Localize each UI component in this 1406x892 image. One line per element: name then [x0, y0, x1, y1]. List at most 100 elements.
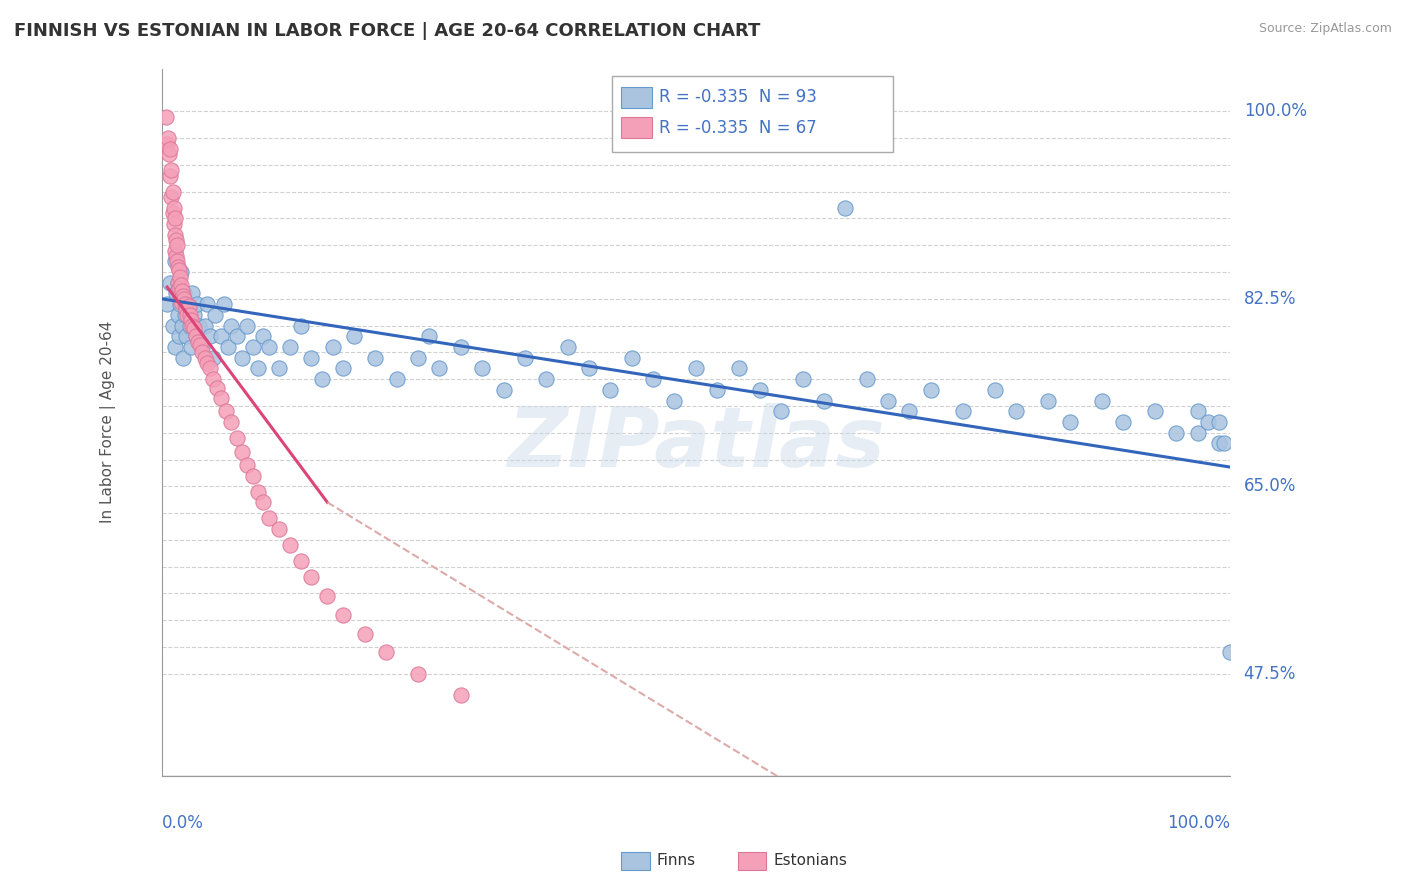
- Point: [685, 361, 707, 376]
- Point: [163, 254, 186, 268]
- Point: [641, 372, 664, 386]
- Point: [1187, 425, 1209, 440]
- Point: [299, 351, 322, 365]
- Point: [198, 361, 221, 376]
- Point: [169, 297, 191, 311]
- Point: [706, 383, 728, 397]
- Point: [299, 570, 322, 584]
- Point: [429, 361, 451, 376]
- Point: [184, 329, 207, 343]
- Point: [1197, 415, 1219, 429]
- Point: [269, 361, 291, 376]
- Point: [406, 666, 429, 681]
- Point: [217, 340, 239, 354]
- Point: [183, 308, 205, 322]
- Point: [155, 110, 177, 124]
- Point: [316, 589, 339, 603]
- Point: [278, 538, 301, 552]
- Point: [207, 381, 229, 395]
- Point: [1208, 415, 1230, 429]
- Point: [172, 288, 194, 302]
- Text: Estonians: Estonians: [773, 854, 848, 868]
- Point: [209, 329, 232, 343]
- Point: [176, 329, 198, 343]
- Point: [167, 276, 190, 290]
- Point: [231, 351, 253, 365]
- Point: [418, 329, 440, 343]
- Text: ZIPatlas: ZIPatlas: [506, 402, 884, 483]
- Point: [278, 340, 301, 354]
- Point: [172, 351, 194, 365]
- Point: [193, 318, 215, 333]
- Text: R = -0.335  N = 93: R = -0.335 N = 93: [659, 88, 817, 106]
- Point: [160, 190, 183, 204]
- Point: [193, 351, 215, 365]
- Point: [353, 627, 375, 641]
- Point: [242, 340, 264, 354]
- Point: [165, 233, 187, 247]
- Point: [195, 356, 218, 370]
- Point: [163, 244, 186, 258]
- Point: [167, 329, 190, 343]
- Point: [159, 169, 181, 183]
- Point: [290, 318, 312, 333]
- Point: [162, 201, 184, 215]
- Point: [1213, 436, 1236, 450]
- Point: [332, 607, 354, 622]
- Point: [172, 285, 194, 299]
- Point: [165, 249, 187, 263]
- Point: [1005, 404, 1028, 418]
- Text: 100.0%: 100.0%: [1244, 103, 1306, 120]
- Text: 100.0%: 100.0%: [1167, 814, 1230, 832]
- Point: [156, 297, 179, 311]
- Point: [269, 522, 291, 536]
- Point: [183, 320, 205, 334]
- Point: [198, 329, 221, 343]
- Point: [792, 372, 814, 386]
- Point: [450, 340, 472, 354]
- Point: [177, 297, 200, 311]
- Point: [184, 329, 207, 343]
- Point: [167, 281, 190, 295]
- Point: [174, 308, 197, 322]
- Point: [1166, 425, 1188, 440]
- Point: [162, 206, 184, 220]
- Point: [748, 383, 770, 397]
- Point: [664, 393, 686, 408]
- Point: [167, 260, 190, 274]
- Point: [252, 329, 274, 343]
- Point: [322, 340, 344, 354]
- Point: [180, 286, 202, 301]
- Point: [813, 393, 835, 408]
- Point: [578, 361, 600, 376]
- Point: [167, 263, 190, 277]
- Point: [162, 217, 184, 231]
- Point: [180, 318, 202, 333]
- Point: [165, 286, 187, 301]
- Point: [173, 292, 195, 306]
- Text: In Labor Force | Age 20-64: In Labor Force | Age 20-64: [100, 321, 117, 524]
- Point: [163, 340, 186, 354]
- Point: [156, 136, 179, 151]
- Point: [557, 340, 579, 354]
- Point: [1187, 404, 1209, 418]
- Point: [364, 351, 387, 365]
- Point: [170, 277, 193, 292]
- Text: R = -0.335  N = 67: R = -0.335 N = 67: [659, 119, 817, 136]
- Point: [236, 458, 259, 472]
- Point: [215, 404, 238, 418]
- Point: [191, 340, 214, 354]
- Point: [492, 383, 515, 397]
- Point: [176, 302, 198, 317]
- Point: [162, 185, 184, 199]
- Point: [170, 265, 193, 279]
- Point: [219, 415, 242, 429]
- Point: [212, 297, 235, 311]
- Point: [952, 404, 974, 418]
- Point: [727, 361, 749, 376]
- Point: [166, 254, 188, 268]
- Point: [513, 351, 536, 365]
- Point: [159, 276, 181, 290]
- Point: [1038, 393, 1060, 408]
- Point: [157, 147, 180, 161]
